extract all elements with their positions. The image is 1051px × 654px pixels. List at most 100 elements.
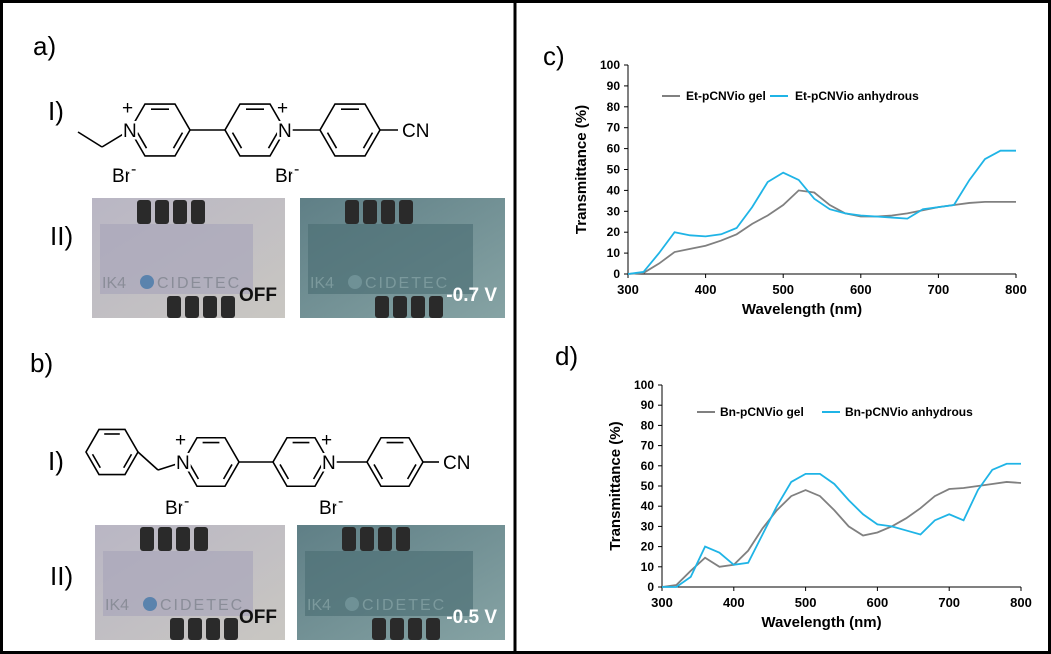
device-film bbox=[100, 224, 253, 294]
atom-label: + bbox=[277, 98, 288, 119]
device-film bbox=[103, 551, 253, 616]
bond bbox=[362, 132, 374, 149]
clip bbox=[396, 527, 410, 551]
ring bbox=[85, 428, 139, 476]
x-tick-label: 400 bbox=[723, 595, 745, 610]
clip bbox=[221, 296, 235, 318]
atom-label: N bbox=[123, 121, 137, 142]
y-tick-label: 10 bbox=[607, 246, 621, 260]
bond bbox=[137, 451, 159, 471]
atom-label: + bbox=[321, 430, 332, 451]
bond bbox=[91, 453, 101, 469]
y-tick-label: 80 bbox=[607, 100, 621, 114]
ring bbox=[366, 436, 424, 488]
logo-mark bbox=[140, 275, 154, 289]
clip bbox=[140, 527, 154, 551]
bond bbox=[231, 132, 243, 149]
bond bbox=[157, 461, 184, 471]
x-tick-label: 300 bbox=[617, 282, 639, 297]
atom-label: N bbox=[176, 453, 190, 474]
bond bbox=[267, 132, 279, 149]
clip bbox=[158, 527, 172, 551]
panel-label: b) bbox=[30, 348, 53, 378]
y-tick-label: 50 bbox=[607, 163, 621, 177]
x-tick-label: 700 bbox=[928, 282, 950, 297]
y-tick-label: 90 bbox=[607, 79, 621, 93]
clip bbox=[188, 618, 202, 640]
clip bbox=[185, 296, 199, 318]
legend-label: Et-pCNVio anhydrous bbox=[795, 89, 919, 103]
x-tick-label: 800 bbox=[1010, 595, 1032, 610]
y-tick-label: 60 bbox=[641, 459, 655, 473]
y-tick-label: 100 bbox=[634, 378, 654, 392]
y-tick-label: 10 bbox=[641, 560, 655, 574]
logo-mark bbox=[345, 597, 359, 611]
state-label: -0.7 V bbox=[446, 285, 497, 306]
y-tick-label: 40 bbox=[607, 183, 621, 197]
atom-label: N bbox=[278, 121, 292, 142]
x-tick-label: 600 bbox=[867, 595, 889, 610]
logo-text: CIDETEC bbox=[160, 597, 244, 614]
logo-text: IK4 bbox=[307, 597, 331, 614]
y-tick-label: 70 bbox=[641, 439, 655, 453]
atom-label: N bbox=[322, 453, 336, 474]
ring bbox=[319, 103, 381, 157]
clip bbox=[342, 527, 356, 551]
ring bbox=[182, 436, 240, 488]
clip bbox=[390, 618, 404, 640]
logo-text: CIDETEC bbox=[157, 275, 241, 292]
bond bbox=[222, 464, 233, 480]
clip bbox=[173, 200, 187, 224]
clip bbox=[167, 296, 181, 318]
y-tick-label: 80 bbox=[641, 418, 655, 432]
y-tick-label: 100 bbox=[600, 58, 620, 72]
data-line bbox=[627, 149, 1016, 275]
y-tick-label: 90 bbox=[641, 398, 655, 412]
bond bbox=[326, 132, 338, 149]
clip bbox=[375, 296, 389, 318]
bond bbox=[406, 464, 417, 480]
legend-label: Et-pCNVio gel bbox=[686, 89, 766, 103]
x-axis-title: Wavelength (nm) bbox=[742, 301, 862, 318]
part-label: II) bbox=[50, 561, 73, 591]
x-axis-title: Wavelength (nm) bbox=[761, 614, 881, 631]
clip bbox=[393, 296, 407, 318]
logo-text: CIDETEC bbox=[365, 275, 449, 292]
clip bbox=[206, 618, 220, 640]
y-tick-label: 70 bbox=[607, 121, 621, 135]
x-tick-label: 600 bbox=[850, 282, 872, 297]
legend-label: Bn-pCNVio gel bbox=[720, 405, 804, 419]
x-tick-label: 700 bbox=[938, 595, 960, 610]
clip bbox=[408, 618, 422, 640]
panel-label: a) bbox=[33, 31, 56, 61]
y-tick-label: 0 bbox=[647, 580, 654, 594]
x-tick-label: 800 bbox=[1005, 282, 1027, 297]
atom-label: CN bbox=[443, 453, 470, 474]
ring bbox=[129, 103, 191, 157]
clip bbox=[360, 527, 374, 551]
device-film bbox=[308, 224, 473, 294]
x-tick-label: 500 bbox=[772, 282, 794, 297]
logo-mark bbox=[348, 275, 362, 289]
clip bbox=[426, 618, 440, 640]
clip bbox=[429, 296, 443, 318]
clip bbox=[170, 618, 184, 640]
clip bbox=[176, 527, 190, 551]
data-line bbox=[662, 462, 1021, 588]
clip bbox=[224, 618, 238, 640]
part-label: II) bbox=[50, 221, 73, 251]
atom-label: CN bbox=[402, 121, 429, 142]
clip bbox=[155, 200, 169, 224]
y-tick-label: 40 bbox=[641, 499, 655, 513]
ring bbox=[272, 436, 330, 488]
charge: - bbox=[338, 493, 343, 510]
charge: - bbox=[131, 161, 136, 178]
y-tick-label: 50 bbox=[641, 479, 655, 493]
state-label: -0.5 V bbox=[446, 607, 497, 628]
clip bbox=[203, 296, 217, 318]
panel-label: c) bbox=[543, 41, 565, 71]
